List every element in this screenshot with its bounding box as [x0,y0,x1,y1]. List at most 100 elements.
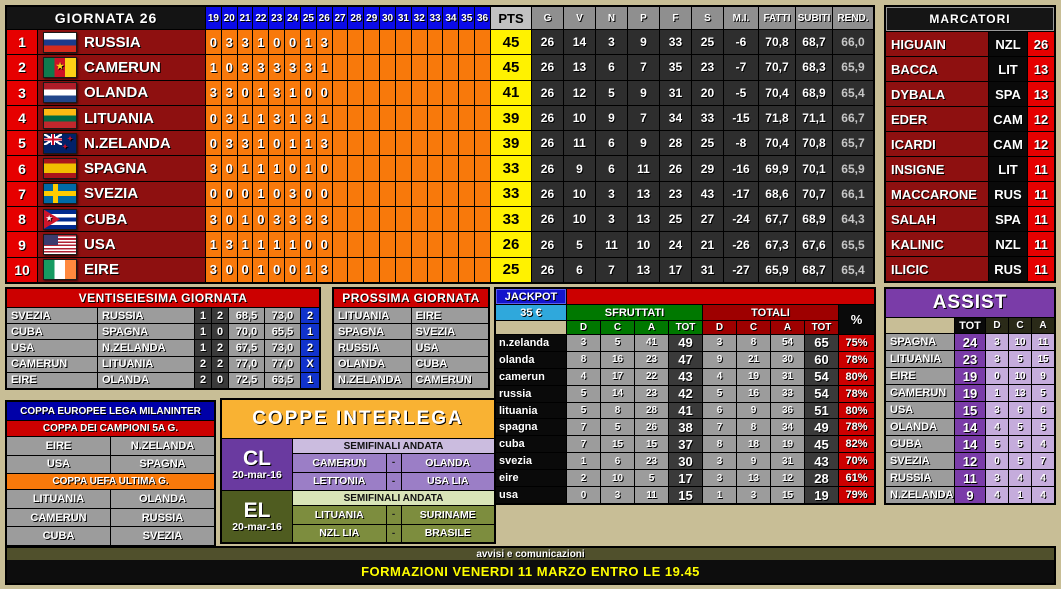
interleague-away-team[interactable]: OLANDA [401,454,494,472]
bonus-team-name[interactable]: eire [496,470,566,487]
round-column-header-20[interactable]: 20 [221,7,237,29]
bonus-team-name[interactable]: lituania [496,402,566,419]
stat-cell-v: 13 [563,55,595,80]
scorer-name[interactable]: ICARDI [886,132,988,156]
round-column-header-24[interactable]: 24 [285,7,300,29]
interleague-away-team[interactable]: BRASILE [401,524,494,542]
team-cell[interactable]: RUSSIA [38,30,205,55]
result-away-team[interactable]: LITUANIA [98,356,194,372]
round-column-header-22[interactable]: 22 [253,7,269,29]
scorer-name[interactable]: ILICIC [886,257,988,281]
result-away-team[interactable]: OLANDA [98,372,194,388]
team-cell[interactable]: ✦ ✦ N.ZELANDA [38,131,205,156]
assist-team-name[interactable]: OLANDA [886,419,954,435]
assist-total: 19 [955,385,985,401]
team-cell[interactable]: SVEZIA [38,181,205,207]
fixture-home-team[interactable]: OLANDA [334,356,411,372]
bonus-team-name[interactable]: olanda [496,351,566,368]
bonus-team-name[interactable]: svezia [496,453,566,470]
bonus-team-name[interactable]: n.zelanda [496,335,566,351]
round-column-header-36[interactable]: 36 [475,7,490,29]
interleague-away-team[interactable]: USA LIA [401,472,494,490]
result-away-team[interactable]: SPAGNA [98,324,194,340]
result-home-team[interactable]: USA [7,340,97,356]
round-column-header-35[interactable]: 35 [459,7,475,29]
scorer-name[interactable]: EDER [886,107,988,131]
assist-team-name[interactable]: SVEZIA [886,453,954,469]
interleague-away-team[interactable]: SURINAME [401,506,494,524]
interleague-home-team[interactable]: LETTONIA [293,472,386,490]
round-column-header-30[interactable]: 30 [380,7,395,29]
team-cell[interactable]: USA [38,232,205,257]
team-cell[interactable]: OLANDA [38,80,205,105]
assist-team-name[interactable]: RUSSIA [886,470,954,486]
cup-home-team[interactable]: LITUANIA [7,490,110,508]
bonus-team-name[interactable]: cuba [496,436,566,453]
scorer-name[interactable]: MACCARONE [886,182,988,206]
cup-home-team[interactable]: CAMERUN [7,508,110,527]
assist-team-name[interactable]: N.ZELANDA [886,487,954,503]
cup-home-team[interactable]: EIRE [7,437,110,455]
cup-away-team[interactable]: N.ZELANDA [111,437,214,455]
assist-team-name[interactable]: EIRE [886,368,954,384]
team-cell[interactable]: ★ CUBA [38,207,205,232]
fixture-home-team[interactable]: N.ZELANDA [334,372,411,388]
fixture-home-team[interactable]: RUSSIA [334,340,411,356]
bonus-team-name[interactable]: russia [496,385,566,402]
team-cell[interactable]: ★ CAMERUN [38,55,205,80]
team-cell[interactable]: SPAGNA [38,156,205,181]
assist-team-name[interactable]: SPAGNA [886,334,954,350]
round-column-header-31[interactable]: 31 [395,7,411,29]
result-away-team[interactable]: N.ZELANDA [98,340,194,356]
scorer-name[interactable]: SALAH [886,207,988,231]
cup-home-team[interactable]: USA [7,455,110,474]
fixture-away-team[interactable]: CAMERUN [411,372,488,388]
team-cell[interactable]: EIRE [38,257,205,282]
cup-home-team[interactable]: CUBA [7,527,110,545]
fixture-away-team[interactable]: CUBA [411,356,488,372]
fixture-away-team[interactable]: USA [411,340,488,356]
assist-team-name[interactable]: CAMERUN [886,385,954,401]
cup-away-team[interactable]: OLANDA [111,490,214,508]
interleague-home-team[interactable]: CAMERUN [293,454,386,472]
scorer-name[interactable]: DYBALA [886,82,988,106]
result-home-team[interactable]: EIRE [7,372,97,388]
round-column-header-28[interactable]: 28 [348,7,364,29]
scorer-name[interactable]: KALINIC [886,232,988,256]
cup-away-team[interactable]: RUSSIA [111,508,214,527]
assist-team-name[interactable]: USA [886,402,954,418]
result-home-team[interactable]: CUBA [7,324,97,340]
round-column-header-32[interactable]: 32 [411,7,427,29]
fixture-home-team[interactable]: LITUANIA [334,308,411,324]
result-home-team[interactable]: CAMERUN [7,356,97,372]
round-column-header-21[interactable]: 21 [237,7,253,29]
fixture-home-team[interactable]: SPAGNA [334,324,411,340]
assist-team-name[interactable]: CUBA [886,436,954,452]
interleague-home-team[interactable]: LITUANIA [293,506,386,524]
interleague-home-team[interactable]: NZL LIA [293,524,386,542]
fixture-away-team[interactable]: SVEZIA [411,324,488,340]
match-separator: - [386,454,401,472]
bonus-team-name[interactable]: spagna [496,419,566,436]
top-scorers-table: MARCATORI HIGUAIN NZL 26 BACCA LIT 13 DYBALA SPA… [886,7,1054,281]
round-column-header-33[interactable]: 33 [427,7,443,29]
round-column-header-27[interactable]: 27 [332,7,348,29]
assist-team-name[interactable]: LITUANIA [886,351,954,367]
cup-away-team[interactable]: SPAGNA [111,455,214,474]
round-column-header-26[interactable]: 26 [316,7,332,29]
bonus-team-name[interactable]: usa [496,487,566,503]
result-away-team[interactable]: RUSSIA [98,308,194,324]
round-column-header-25[interactable]: 25 [300,7,316,29]
fixture-away-team[interactable]: EIRE [411,308,488,324]
round-column-header-19[interactable]: 19 [206,7,221,29]
cup-away-team[interactable]: SVEZIA [111,527,214,545]
round-column-header-23[interactable]: 23 [269,7,285,29]
result-home-team[interactable]: SVEZIA [7,308,97,324]
team-cell[interactable]: LITUANIA [38,105,205,131]
scorer-name[interactable]: HIGUAIN [886,32,988,56]
scorer-name[interactable]: INSIGNE [886,157,988,181]
bonus-team-name[interactable]: camerun [496,368,566,385]
round-column-header-34[interactable]: 34 [443,7,459,29]
scorer-name[interactable]: BACCA [886,57,988,81]
round-column-header-29[interactable]: 29 [364,7,380,29]
